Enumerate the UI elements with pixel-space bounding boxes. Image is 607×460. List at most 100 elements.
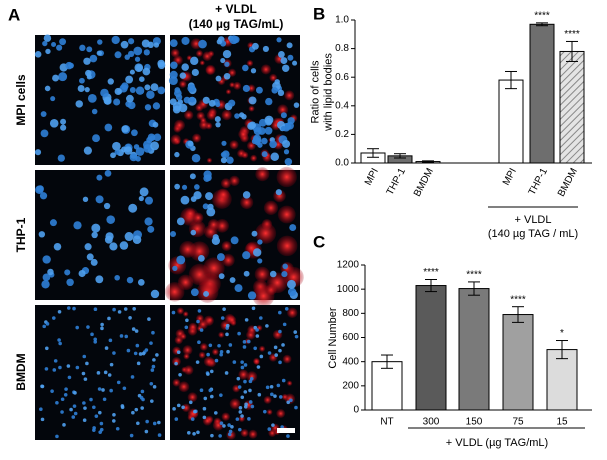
nucleus (192, 432, 196, 436)
significance: **** (534, 11, 550, 22)
nucleus (262, 45, 269, 52)
nucleus (274, 79, 280, 85)
nucleus (282, 322, 287, 327)
nucleus (106, 215, 116, 224)
y-tick-label: 0.4 (335, 100, 349, 111)
nucleus (176, 255, 186, 265)
nucleus (119, 241, 129, 250)
lipid-stain (255, 167, 270, 182)
nucleus (95, 195, 104, 204)
nucleus (271, 423, 275, 427)
lipid-stain (276, 235, 298, 257)
lipid-stain (197, 319, 208, 330)
nucleus (136, 361, 141, 366)
lipid-stain (176, 307, 184, 315)
nucleus (125, 75, 134, 84)
lipid-stain (266, 409, 273, 415)
nucleus (69, 407, 73, 412)
lipid-stain (172, 378, 181, 387)
nucleus (40, 129, 49, 138)
nucleus (140, 406, 144, 410)
nucleus (294, 405, 298, 410)
x-tick-label: MPI (363, 166, 381, 187)
lipid-stain (190, 38, 202, 50)
x-tick-label: BMDM (412, 166, 436, 198)
nucleus (282, 64, 290, 72)
nucleus (123, 307, 128, 311)
nucleus (270, 392, 274, 397)
nucleus (174, 87, 181, 93)
y-tick-label: 0.8 (335, 43, 349, 54)
nucleus (127, 101, 136, 110)
nucleus (82, 196, 89, 203)
nucleus (138, 352, 143, 356)
lipid-stain (240, 429, 249, 438)
nucleus (253, 248, 262, 257)
nucleus (135, 343, 140, 348)
nucleus (77, 84, 85, 92)
nucleus (270, 152, 280, 162)
nucleus (239, 112, 245, 118)
lipid-stain (192, 133, 202, 143)
nucleus (49, 119, 59, 128)
nucleus (274, 353, 278, 357)
nucleus (96, 371, 101, 375)
nucleus (236, 376, 241, 381)
nucleus (247, 417, 251, 421)
lipid-stain (250, 154, 258, 162)
nucleus (45, 48, 51, 55)
nucleus (198, 39, 207, 49)
nucleus (242, 345, 247, 349)
nucleus (205, 174, 212, 182)
nucleus (112, 307, 116, 312)
nucleus (59, 38, 67, 46)
nucleus (67, 375, 72, 380)
nucleus (234, 113, 240, 119)
nucleus (73, 391, 77, 395)
nucleus (225, 332, 229, 337)
nucleus (209, 394, 214, 399)
lipid-stain (179, 80, 187, 88)
nucleus (57, 338, 61, 342)
nucleus (196, 430, 200, 435)
nucleus (219, 421, 224, 425)
nucleus (92, 405, 96, 410)
nucleus (50, 96, 56, 102)
nucleus (157, 420, 161, 425)
nucleus (246, 339, 251, 344)
nucleus (51, 41, 57, 47)
nucleus (64, 269, 71, 276)
lipid-stain (178, 381, 190, 393)
nucleus (134, 63, 144, 73)
nucleus (150, 289, 160, 299)
lipid-stain (227, 315, 237, 325)
lipid-stain (281, 393, 289, 401)
nucleus (86, 74, 92, 80)
nucleus (34, 51, 42, 58)
y-tick-label: 0.2 (335, 129, 349, 140)
lipid-stain (203, 356, 214, 367)
lipid-stain (284, 90, 295, 101)
nucleus (267, 427, 272, 431)
y-tick-label: 1000 (337, 284, 360, 295)
lipid-stain (238, 369, 249, 380)
significance: **** (564, 29, 580, 40)
nucleus (124, 232, 134, 242)
nucleus (240, 365, 245, 370)
nucleus (226, 156, 234, 164)
nucleus (234, 284, 243, 293)
nucleus (257, 258, 263, 264)
nucleus (79, 77, 85, 84)
column-header: + VLDL (215, 2, 257, 16)
lipid-stain (202, 51, 212, 61)
nucleus (52, 368, 57, 372)
nucleus (289, 398, 293, 403)
nucleus (142, 67, 151, 76)
nucleus (128, 203, 138, 213)
lipid-stain (192, 212, 204, 224)
nucleus (222, 307, 226, 311)
nucleus (65, 61, 73, 70)
x-tick-label: MPI (501, 166, 519, 187)
nucleus (169, 39, 178, 48)
nucleus (240, 395, 245, 400)
